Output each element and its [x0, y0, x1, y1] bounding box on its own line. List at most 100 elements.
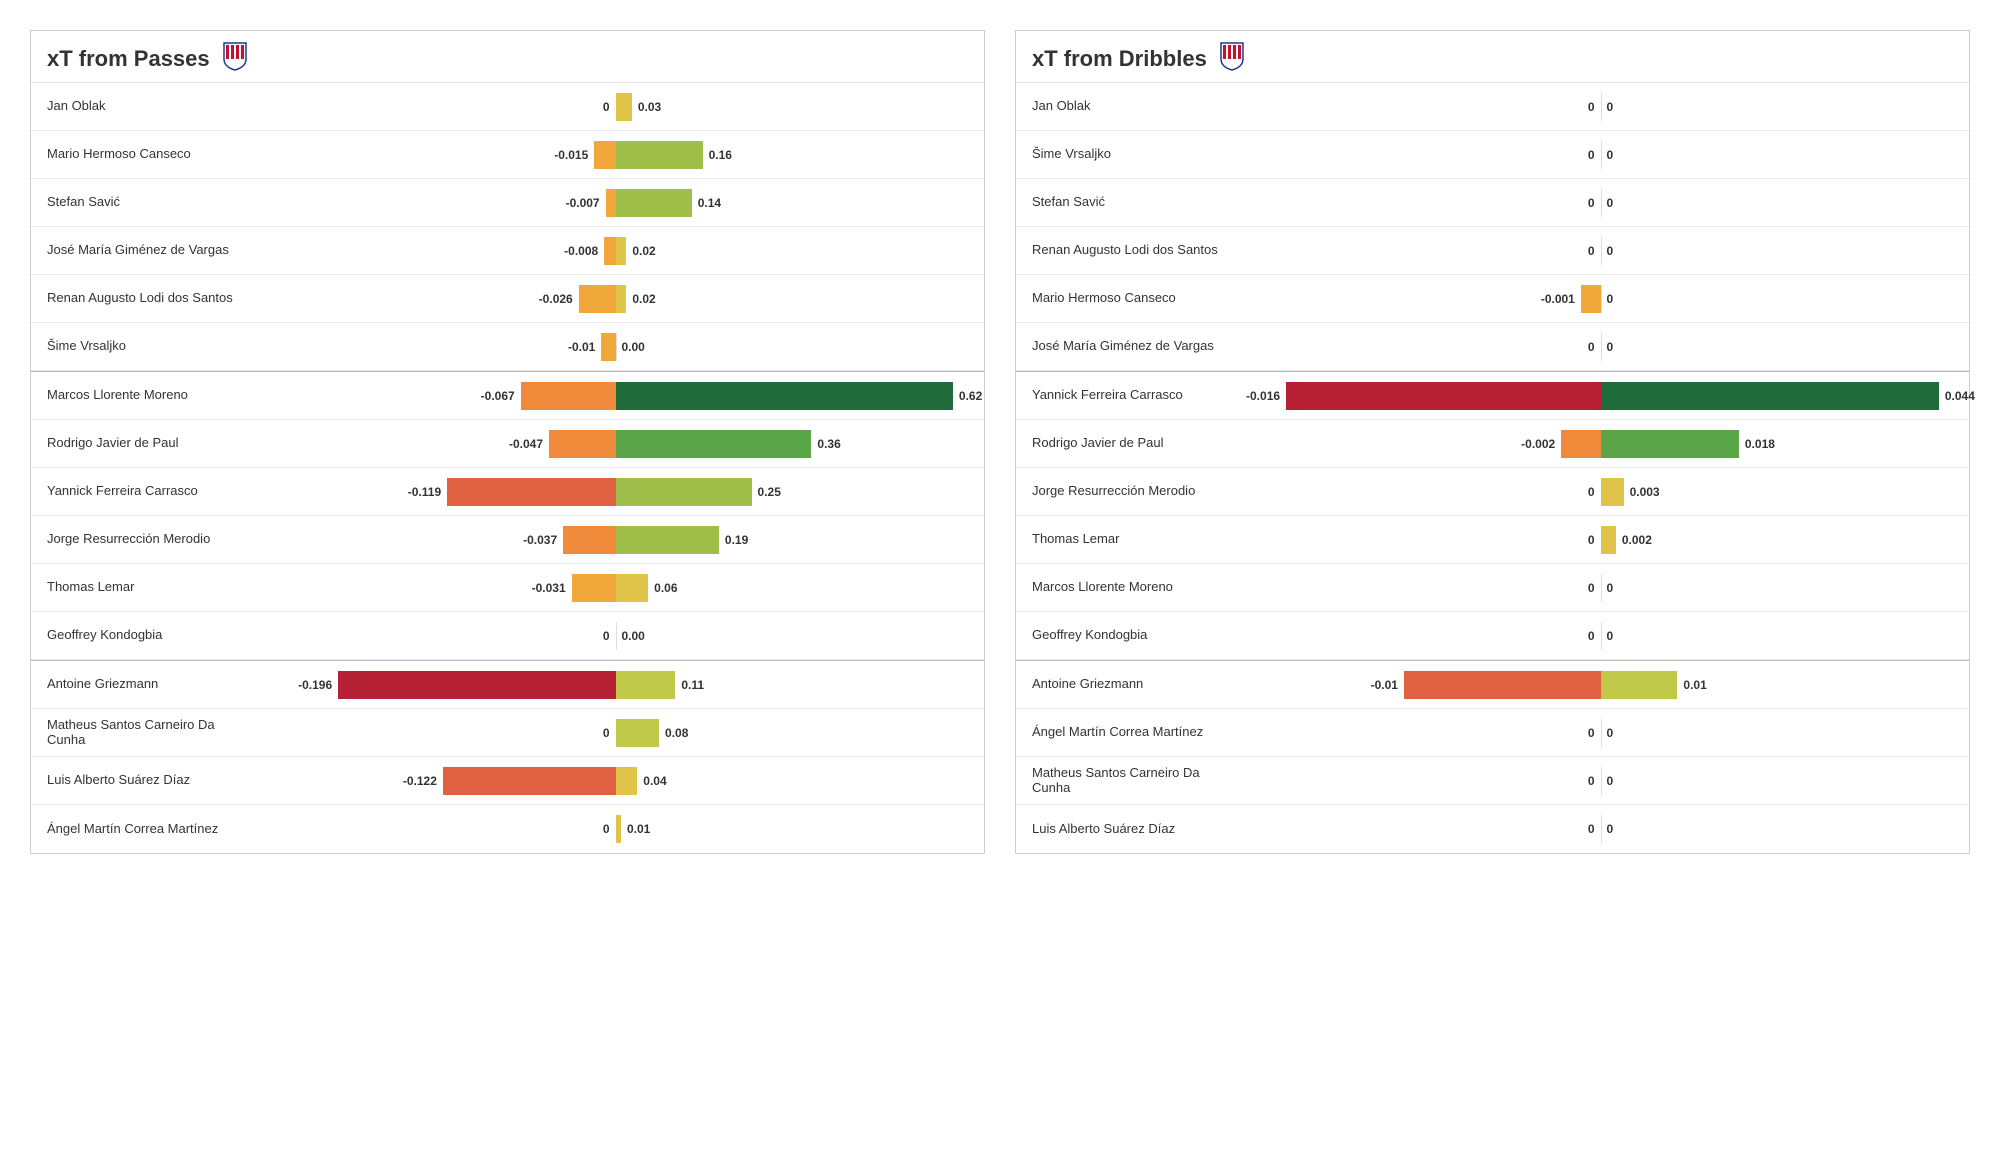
positive-value: 0.16: [709, 148, 732, 162]
negative-value: 0: [603, 100, 610, 114]
player-name: Luis Alberto Suárez Díaz: [47, 773, 247, 788]
positive-value: 0.03: [638, 100, 661, 114]
bar-track: -0.0160.044: [1232, 382, 1969, 410]
bar-area: 00: [1232, 564, 1969, 611]
player-name: Matheus Santos Carneiro Da Cunha: [1032, 766, 1232, 796]
bar-track: 00: [1232, 189, 1969, 217]
player-name: Ángel Martín Correa Martínez: [47, 822, 247, 837]
positive-value: 0.02: [632, 292, 655, 306]
player-row: Ángel Martín Correa Martínez00.01: [31, 805, 984, 853]
negative-value: -0.01: [1371, 678, 1398, 692]
zero-line: [1601, 189, 1602, 217]
negative-bar: [606, 189, 616, 217]
bar-track: 00.03: [247, 93, 984, 121]
negative-value: -0.002: [1521, 437, 1555, 451]
player-row: Renan Augusto Lodi dos Santos-0.0260.02: [31, 275, 984, 323]
player-name: Marcos Llorente Moreno: [1032, 580, 1232, 595]
player-name: Rodrigo Javier de Paul: [47, 436, 247, 451]
positive-value: 0.11: [681, 678, 704, 692]
positive-value: 0.19: [725, 533, 748, 547]
positive-bar: [1601, 671, 1678, 699]
player-row: Yannick Ferreira Carrasco-0.1190.25: [31, 468, 984, 516]
bar-area: -0.010.01: [1232, 661, 1969, 708]
positive-value: 0.003: [1630, 485, 1660, 499]
zero-line: [1601, 767, 1602, 795]
player-row: Šime Vrsaljko-0.010.00: [31, 323, 984, 371]
negative-value: 0: [1588, 196, 1595, 210]
bar-track: -0.010.00: [247, 333, 984, 361]
negative-value: -0.122: [403, 774, 437, 788]
player-row: Mario Hermoso Canseco-0.0010: [1016, 275, 1969, 323]
negative-bar: [1404, 671, 1601, 699]
negative-value: 0: [603, 726, 610, 740]
positive-value: 0: [1607, 340, 1614, 354]
positive-value: 0.06: [654, 581, 677, 595]
negative-bar: [1561, 430, 1600, 458]
player-row: Geoffrey Kondogbia00.00: [31, 612, 984, 660]
player-name: Rodrigo Javier de Paul: [1032, 436, 1232, 451]
player-name: Marcos Llorente Moreno: [47, 388, 247, 403]
player-row: Marcos Llorente Moreno-0.0670.62: [31, 372, 984, 420]
player-name: Renan Augusto Lodi dos Santos: [47, 291, 247, 306]
negative-bar: [338, 671, 615, 699]
negative-bar: [563, 526, 615, 554]
bar-area: -0.0310.06: [247, 564, 984, 611]
positive-value: 0.02: [632, 244, 655, 258]
player-row: Jan Oblak00.03: [31, 83, 984, 131]
club-badge-icon: [1219, 41, 1245, 76]
player-row: Antoine Griezmann-0.1960.11: [31, 661, 984, 709]
player-row: Luis Alberto Suárez Díaz-0.1220.04: [31, 757, 984, 805]
positive-bar: [616, 285, 627, 313]
bar-track: 00: [1232, 767, 1969, 795]
player-row: Mario Hermoso Canseco-0.0150.16: [31, 131, 984, 179]
negative-bar: [579, 285, 616, 313]
bar-track: -0.0670.62: [247, 382, 984, 410]
bar-track: 00: [1232, 622, 1969, 650]
zero-line: [1601, 237, 1602, 265]
player-name: José María Giménez de Vargas: [47, 243, 247, 258]
bar-area: -0.1190.25: [247, 468, 984, 515]
player-row: Stefan Savić-0.0070.14: [31, 179, 984, 227]
bar-track: -0.1960.11: [247, 671, 984, 699]
positive-bar: [616, 141, 703, 169]
bar-track: -0.0020.018: [1232, 430, 1969, 458]
negative-value: 0: [1588, 533, 1595, 547]
positive-value: 0: [1607, 148, 1614, 162]
bar-area: 00.08: [247, 709, 984, 756]
bar-track: -0.0150.16: [247, 141, 984, 169]
bar-area: 00: [1232, 757, 1969, 804]
bar-track: -0.0070.14: [247, 189, 984, 217]
positive-value: 0.08: [665, 726, 688, 740]
player-row: Antoine Griezmann-0.010.01: [1016, 661, 1969, 709]
negative-value: -0.01: [568, 340, 595, 354]
bar-area: -0.0160.044: [1232, 372, 1969, 419]
bar-track: 00: [1232, 93, 1969, 121]
bar-track: -0.1220.04: [247, 767, 984, 795]
positive-value: 0.002: [1622, 533, 1652, 547]
player-row: Rodrigo Javier de Paul-0.0470.36: [31, 420, 984, 468]
player-row: José María Giménez de Vargas00: [1016, 323, 1969, 371]
bar-track: 0 0.002: [1232, 526, 1969, 554]
bar-track: 00: [1232, 815, 1969, 843]
negative-value: 0: [1588, 148, 1595, 162]
player-name: Antoine Griezmann: [47, 677, 247, 692]
player-name: Ángel Martín Correa Martínez: [1032, 725, 1232, 740]
player-name: Šime Vrsaljko: [1032, 147, 1232, 162]
positive-value: 0.044: [1945, 389, 1975, 403]
bar-track: 00.00: [247, 622, 984, 650]
player-row: Thomas Lemar00.002: [1016, 516, 1969, 564]
player-row: Ángel Martín Correa Martínez00: [1016, 709, 1969, 757]
player-row: Thomas Lemar-0.0310.06: [31, 564, 984, 612]
bar-area: 00: [1232, 227, 1969, 274]
player-name: Jorge Resurrección Merodio: [1032, 484, 1232, 499]
bar-track: 00: [1232, 719, 1969, 747]
bar-track: -0.010.01: [1232, 671, 1969, 699]
dribbles-title-row: xT from Dribbles: [1016, 31, 1969, 83]
negative-value: 0: [1588, 629, 1595, 643]
player-row: Renan Augusto Lodi dos Santos00: [1016, 227, 1969, 275]
bar-track: 00.01: [247, 815, 984, 843]
positive-bar: [616, 478, 752, 506]
positive-value: 0.36: [817, 437, 840, 451]
negative-value: 0: [1588, 726, 1595, 740]
bar-area: 00.03: [247, 83, 984, 130]
